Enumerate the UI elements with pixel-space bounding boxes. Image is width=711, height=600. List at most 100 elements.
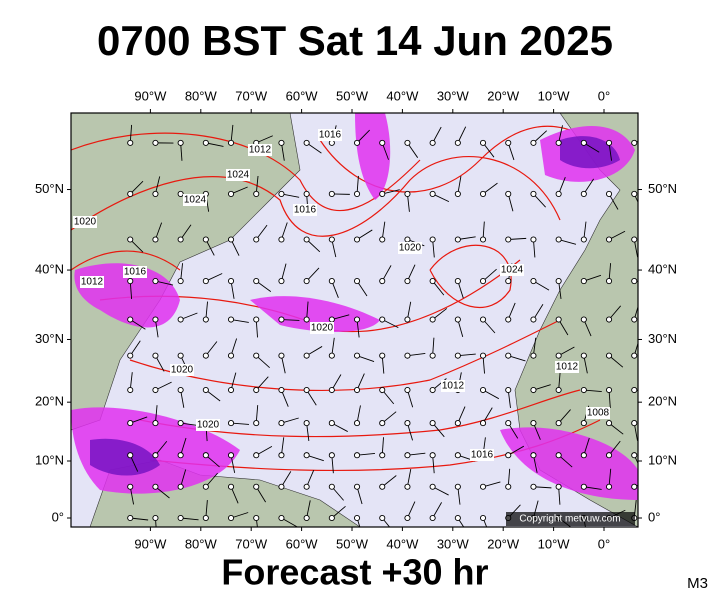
wind-station bbox=[479, 277, 487, 285]
wind-station bbox=[303, 420, 310, 427]
wind-station bbox=[479, 352, 487, 359]
wind-station bbox=[253, 236, 260, 243]
wind-station bbox=[227, 236, 235, 243]
wind-station bbox=[605, 139, 613, 146]
wind-station bbox=[379, 190, 386, 197]
wind-station bbox=[379, 483, 386, 490]
wind-station bbox=[580, 452, 587, 459]
wind-station bbox=[353, 236, 361, 243]
wind-station bbox=[127, 352, 134, 359]
wind-station bbox=[505, 452, 512, 459]
wind-station bbox=[303, 190, 310, 197]
wind-station bbox=[530, 386, 537, 394]
lon-tick-label: 80°W bbox=[185, 88, 218, 103]
wind-station bbox=[404, 514, 411, 522]
wind-station bbox=[454, 236, 461, 243]
map-frame bbox=[70, 112, 639, 528]
wind-station bbox=[454, 352, 461, 359]
wind-station bbox=[278, 139, 285, 146]
isobar-label-bg bbox=[196, 419, 220, 431]
wind-station bbox=[303, 277, 310, 285]
wind-station bbox=[227, 420, 235, 427]
wind-station bbox=[152, 190, 159, 197]
wind-station bbox=[454, 190, 461, 197]
wind-station bbox=[303, 139, 310, 146]
wind-station bbox=[631, 352, 638, 359]
lon-tick-label: 40°W bbox=[386, 88, 419, 103]
wind-station bbox=[253, 386, 260, 394]
wind-station bbox=[152, 236, 159, 243]
wind-station bbox=[429, 190, 436, 197]
wind-station bbox=[505, 352, 512, 359]
wind-station bbox=[202, 514, 209, 522]
wind-station bbox=[530, 483, 537, 490]
wind-station bbox=[580, 386, 587, 394]
wind-station bbox=[505, 386, 512, 394]
wind-station bbox=[202, 316, 209, 323]
wind-station bbox=[631, 420, 638, 427]
wind-station bbox=[353, 316, 361, 323]
wind-station bbox=[152, 316, 159, 323]
wind-station bbox=[404, 420, 411, 427]
isobar-label: 1024 bbox=[227, 170, 250, 181]
wind-station bbox=[580, 483, 587, 490]
wind-station bbox=[353, 452, 361, 459]
wind-station bbox=[605, 386, 613, 394]
wind-station bbox=[530, 316, 537, 323]
wind-station bbox=[555, 483, 562, 490]
lon-tick-label: 20°W bbox=[487, 536, 520, 551]
wind-station bbox=[177, 452, 184, 459]
wind-station bbox=[353, 352, 361, 359]
wind-station bbox=[303, 386, 310, 394]
wind-station bbox=[505, 139, 512, 146]
wind-station bbox=[328, 420, 335, 427]
wind-station bbox=[202, 483, 209, 490]
lon-tick-label: 30°W bbox=[437, 536, 470, 551]
wind-station bbox=[379, 352, 386, 359]
wind-station bbox=[605, 190, 613, 197]
isobar-label-bg bbox=[555, 361, 579, 373]
wind-station bbox=[505, 190, 512, 197]
wind-station bbox=[227, 190, 235, 197]
wind-station bbox=[127, 190, 134, 197]
wind-station bbox=[177, 190, 184, 197]
wind-station bbox=[177, 386, 184, 394]
lon-tick-label: 0° bbox=[598, 88, 610, 103]
isobar-label-bg bbox=[170, 364, 194, 376]
wind-station bbox=[353, 514, 361, 522]
wind-station bbox=[227, 514, 235, 522]
wind-station bbox=[227, 352, 235, 359]
wind-station bbox=[530, 277, 537, 285]
wind-station bbox=[505, 236, 512, 243]
lon-tick-label: 70°W bbox=[235, 88, 268, 103]
wind-station bbox=[429, 236, 436, 243]
wind-station bbox=[127, 316, 134, 323]
wind-station bbox=[328, 483, 335, 490]
wind-station bbox=[530, 190, 537, 197]
lon-tick-label: 60°W bbox=[286, 88, 319, 103]
wind-station bbox=[303, 352, 310, 359]
isobar-label: 1012 bbox=[249, 145, 272, 156]
wind-station bbox=[404, 236, 411, 243]
wind-station bbox=[177, 316, 184, 323]
wind-station bbox=[555, 190, 562, 197]
wind-station bbox=[328, 452, 335, 459]
wind-station bbox=[177, 420, 184, 427]
wind-station bbox=[454, 514, 461, 522]
wind-station bbox=[253, 316, 260, 323]
wind-station bbox=[555, 452, 562, 459]
wind-station bbox=[404, 139, 411, 146]
wind-station bbox=[555, 352, 562, 359]
wind-station bbox=[303, 483, 310, 490]
isobar-label-bg bbox=[470, 449, 494, 461]
wind-station bbox=[530, 236, 537, 243]
wind-station bbox=[278, 277, 285, 285]
wind-station bbox=[227, 277, 235, 285]
lon-tick-label: 0° bbox=[598, 536, 610, 551]
wind-station bbox=[429, 514, 436, 522]
lon-tick-label: 50°W bbox=[336, 536, 369, 551]
isobar-labels: 1012 1024 1024 1020 1016 1012 1016 1020 1024 1020… bbox=[73, 129, 610, 461]
wind-station bbox=[379, 420, 386, 427]
lon-tick-label: 70°W bbox=[235, 536, 268, 551]
wind-station bbox=[429, 352, 436, 359]
